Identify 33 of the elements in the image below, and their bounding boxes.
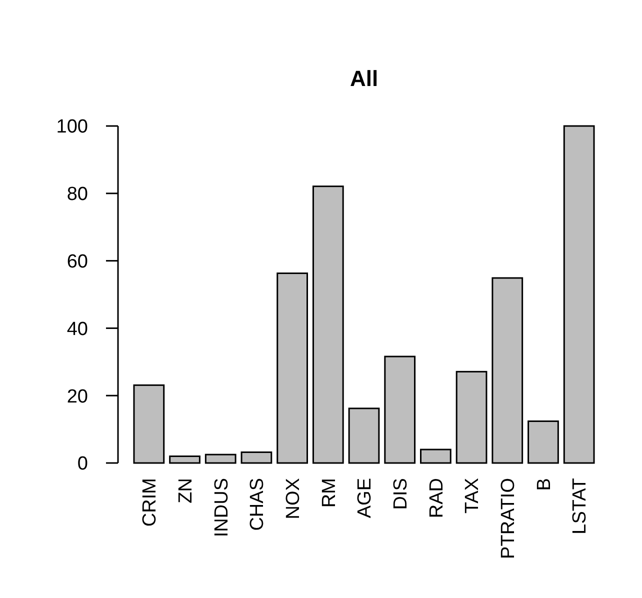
x-tick-label: LSTAT	[570, 478, 591, 534]
x-tick-label: RAD	[426, 478, 448, 518]
x-tick-label: INDUS	[211, 478, 232, 538]
bar	[169, 456, 200, 464]
x-tick-label: CRIM	[140, 478, 161, 527]
bar	[348, 408, 380, 464]
y-tick-label: 100	[56, 116, 88, 138]
bar	[276, 272, 308, 464]
x-tick-label: NOX	[282, 478, 304, 520]
bar	[563, 125, 595, 464]
bar	[456, 370, 488, 464]
x-tick-label: DIS	[390, 478, 412, 510]
x-tick-label: PTRATIO	[498, 478, 520, 559]
chart-title: All	[350, 66, 378, 91]
x-tick-label: CHAS	[247, 478, 268, 531]
bar	[420, 448, 452, 464]
bar	[312, 186, 344, 464]
bar	[492, 277, 524, 464]
y-tick-label: 20	[66, 386, 88, 408]
y-tick-label: 0	[77, 454, 88, 475]
x-tick-label: ZN	[175, 478, 196, 504]
bar	[133, 384, 165, 464]
x-tick-label: RM	[318, 478, 340, 508]
bar	[384, 356, 416, 464]
y-tick-label: 80	[66, 184, 88, 206]
x-tick-label: TAX	[462, 478, 484, 514]
y-tick-label: 60	[66, 251, 88, 272]
x-tick-label: AGE	[354, 478, 376, 518]
x-tick-label: B	[534, 478, 555, 491]
bar	[204, 454, 236, 464]
y-tick-label: 40	[66, 318, 88, 340]
bar	[240, 451, 272, 464]
bar	[528, 420, 559, 464]
